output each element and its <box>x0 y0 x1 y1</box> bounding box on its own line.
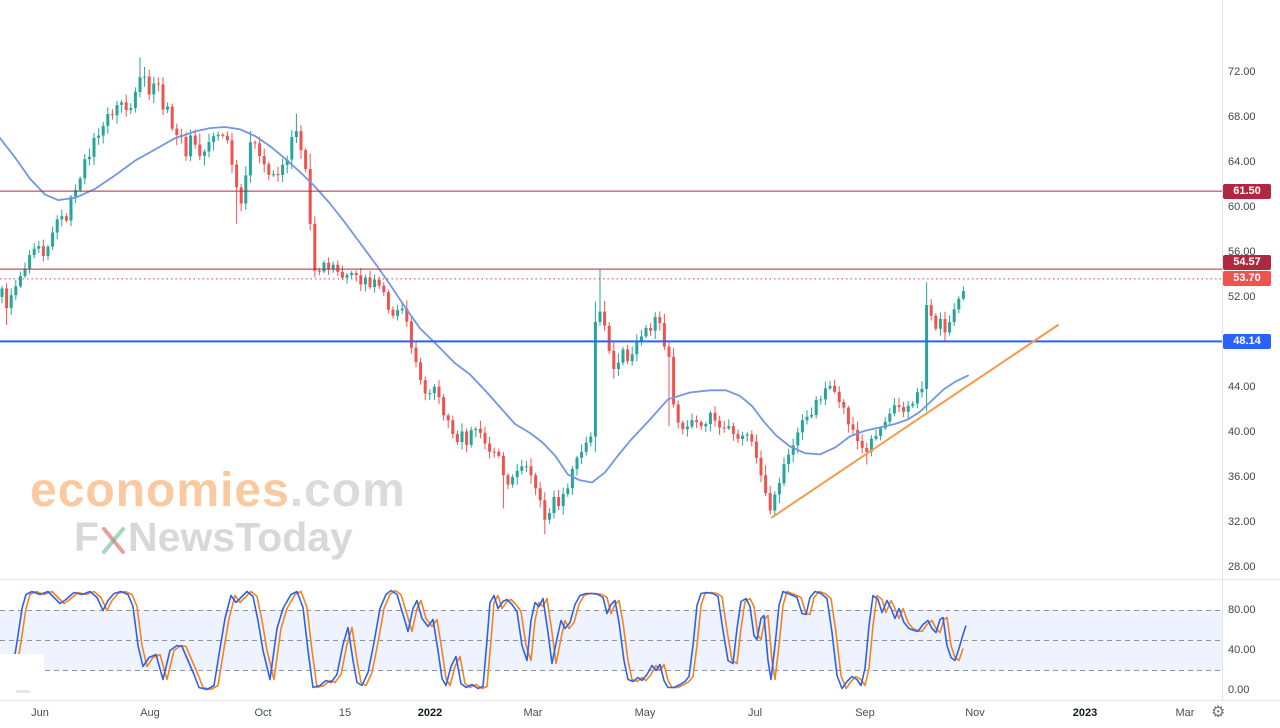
logo-cutout <box>0 654 44 691</box>
watermark-domain: .com <box>289 464 406 517</box>
separators <box>0 0 1280 701</box>
sma-line <box>0 126 969 484</box>
stoch-d-line <box>17 589 964 691</box>
stoch-pane <box>0 610 1222 671</box>
candles-layer <box>0 57 965 535</box>
logo-placeholder <box>16 690 30 693</box>
gear-icon[interactable]: ⚙ <box>1211 704 1226 721</box>
watermark-sub-suffix: NewsToday <box>128 514 353 561</box>
watermark-subtitle: F NewsToday <box>74 516 406 559</box>
watermark: economies.com F NewsToday <box>30 464 406 559</box>
stoch-k-line <box>13 589 967 691</box>
watermark-sub-prefix: F <box>74 514 100 561</box>
trendline[interactable] <box>771 324 1059 519</box>
watermark-brand: economies <box>30 464 290 517</box>
candle-x-icon <box>102 526 126 554</box>
watermark-brand-line: economies.com <box>30 464 406 517</box>
